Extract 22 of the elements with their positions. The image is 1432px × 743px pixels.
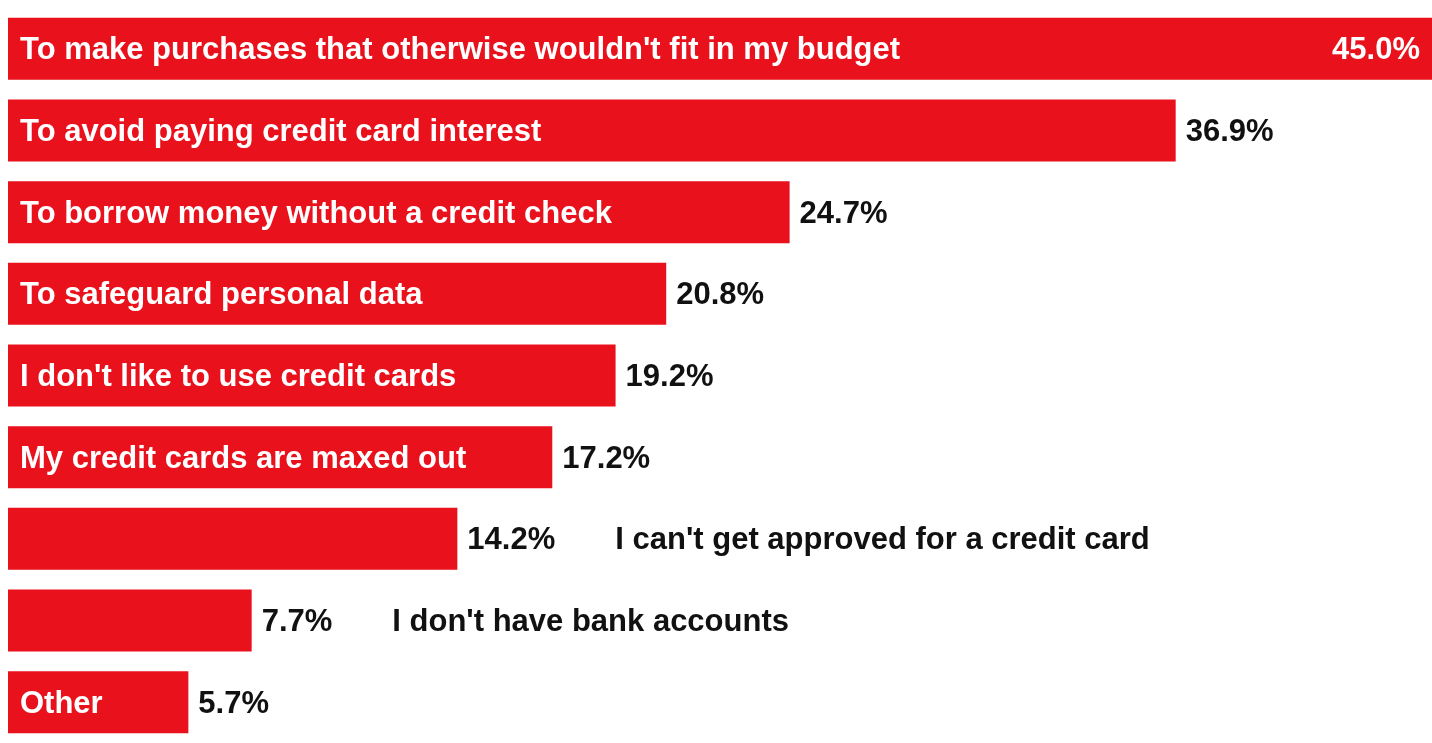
y-tick-label: I don't have bank accounts: [392, 602, 790, 638]
y-tick-label: I don't like to use credit cards: [20, 357, 457, 393]
data-label: 5.7%: [198, 684, 270, 720]
y-tick-label: To safeguard personal data: [20, 276, 424, 312]
bar: [8, 99, 1176, 162]
y-tick-label: Other: [20, 684, 103, 720]
y-tick-label: I can't get approved for a credit card: [615, 521, 1150, 557]
bar: [8, 589, 252, 652]
data-label: 14.2%: [467, 521, 556, 557]
bar: [8, 507, 458, 570]
data-label: 19.2%: [625, 357, 714, 393]
bar: [8, 671, 189, 734]
y-tick-label: To avoid paying credit card interest: [20, 112, 542, 148]
data-label: 17.2%: [562, 439, 651, 475]
y-tick-label: To make purchases that otherwise wouldn't fit in my budget: [20, 31, 901, 67]
y-tick-label: My credit cards are maxed out: [20, 439, 467, 475]
data-label: 24.7%: [799, 194, 888, 230]
data-label: 45.0%: [1332, 31, 1420, 67]
data-label: 20.8%: [676, 276, 765, 312]
y-tick-label: To borrow money without a credit check: [20, 194, 613, 230]
data-label: 36.9%: [1185, 112, 1274, 148]
data-label: 7.7%: [261, 602, 333, 638]
